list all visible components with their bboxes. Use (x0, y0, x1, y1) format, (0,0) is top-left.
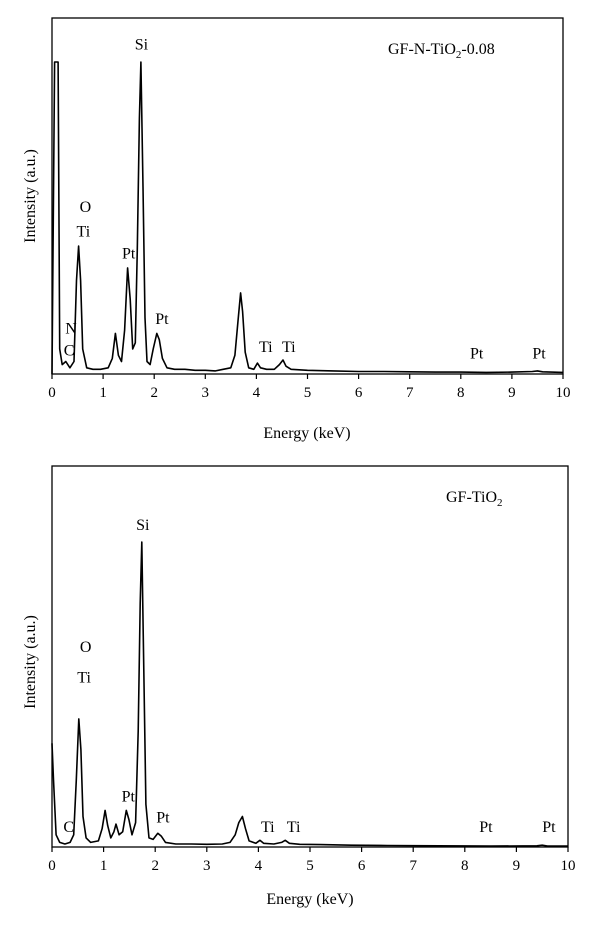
spectrum-line-top (51, 61, 564, 375)
peak-label: Pt (479, 819, 493, 836)
peak-label: Pt (122, 788, 136, 805)
x-tick-label: 9 (513, 858, 521, 874)
peak-label: Pt (532, 345, 546, 362)
x-tick-label: 1 (99, 385, 107, 401)
peak-label: Si (136, 517, 150, 534)
x-axis-label-top: Energy (keV) (263, 425, 350, 442)
peak-label: C (64, 342, 75, 359)
x-tick-label: 1 (100, 858, 108, 874)
peak-labels-bottom: Si O Ti Pt C Pt Ti Ti Pt Pt (63, 517, 556, 836)
peak-label: Pt (155, 311, 169, 328)
plot-frame-top (51, 17, 564, 375)
peak-label: Pt (156, 810, 170, 827)
chart-title-bottom: GF-TiO2 (446, 489, 503, 509)
peak-labels-top: Si O Ti Pt NC Pt Ti Ti Pt Pt (64, 37, 546, 363)
y-axis-label-top: Intensity (a.u.) (22, 149, 39, 243)
x-tick-label: 5 (304, 385, 312, 401)
spectrum-line-bottom (51, 541, 568, 847)
chart-top: GF-N-TiO2-0.08 Si O Ti Pt NC Pt Ti Ti Pt Pt 0 1 2 3 4… (22, 17, 571, 442)
x-tick-label: 2 (151, 858, 159, 874)
x-axis-label-bottom: Energy (keV) (266, 891, 353, 908)
peak-label: Ti (282, 339, 296, 356)
x-tick-label: 0 (48, 385, 56, 401)
x-tick-label: 8 (461, 858, 469, 874)
x-tick-label: 0 (48, 858, 56, 874)
x-tick-label: 6 (358, 858, 366, 874)
x-tick-label: 6 (355, 385, 363, 401)
peak-label: Si (135, 37, 149, 54)
x-tick-label: 9 (508, 385, 516, 401)
x-tick-label: 10 (561, 858, 576, 874)
peak-label: Pt (122, 246, 136, 263)
x-tick-label: 2 (150, 385, 158, 401)
x-tick-label: 4 (255, 858, 263, 874)
x-tick-label: 7 (409, 858, 417, 874)
peak-label: Pt (542, 819, 556, 836)
peak-label: Pt (470, 345, 484, 362)
x-tick-label: 7 (406, 385, 414, 401)
x-tick-label: 10 (556, 385, 571, 401)
x-tick-label: 4 (253, 385, 261, 401)
peak-label: Ti (77, 224, 91, 241)
peak-label: Ti (261, 819, 275, 836)
peak-label: N (65, 320, 77, 337)
peak-label: Ti (287, 819, 301, 836)
x-axis-ticks-top: 0 1 2 3 4 5 6 7 8 9 10 (48, 374, 571, 401)
x-tick-label: 5 (306, 858, 314, 874)
peak-label: Ti (259, 339, 273, 356)
x-tick-label: 3 (203, 858, 211, 874)
chart-title-top: GF-N-TiO2-0.08 (388, 41, 495, 61)
x-tick-label: 3 (202, 385, 210, 401)
peak-label: Ti (77, 669, 91, 686)
x-axis-ticks-bottom: 0 1 2 3 4 5 6 7 8 9 10 (48, 847, 576, 874)
x-tick-label: 8 (457, 385, 465, 401)
y-axis-label-bottom: Intensity (a.u.) (22, 615, 39, 709)
peak-label: O (80, 639, 92, 656)
peak-label: C (63, 819, 74, 836)
peak-label: O (80, 199, 92, 216)
